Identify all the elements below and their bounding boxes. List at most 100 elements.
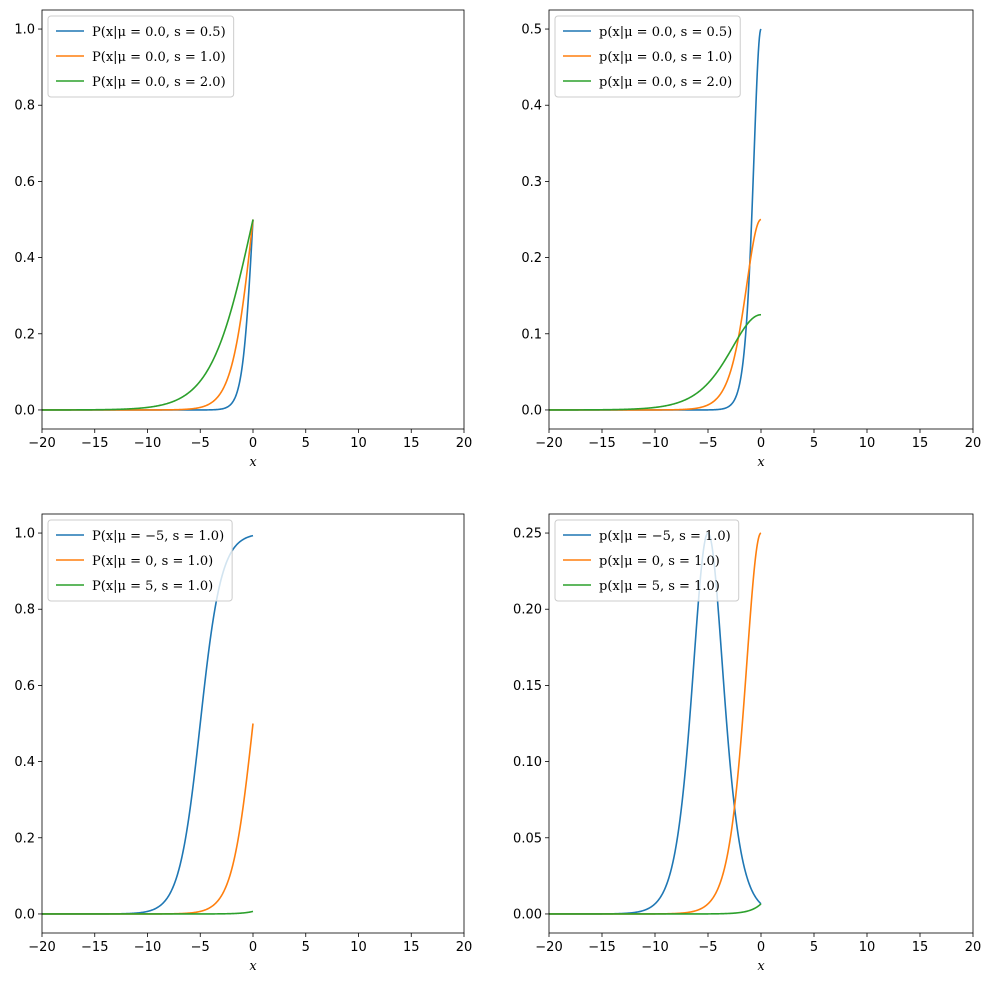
legend-entry-1: p(x|μ = −5, s = 1.0) <box>599 529 731 544</box>
legend: P(x|μ = −5, s = 1.0) P(x|μ = 0, s = 1.0) P… <box>47 519 233 602</box>
x-tick-label: 20 <box>965 940 981 955</box>
legend-entry-1: P(x|μ = −5, s = 1.0) <box>92 529 224 544</box>
x-tick-label: −15 <box>588 940 615 955</box>
legend: p(x|μ = −5, s = 1.0) p(x|μ = 0, s = 1.0) p… <box>554 519 740 602</box>
x-tick-label: −20 <box>535 940 562 955</box>
x-tick-label: −20 <box>535 436 562 451</box>
x-tick-label: −10 <box>641 436 668 451</box>
x-tick-label: 0 <box>249 940 257 955</box>
y-tick-label: 0.6 <box>14 175 35 190</box>
x-tick-label: 5 <box>302 436 310 451</box>
y-tick-label: 0.20 <box>513 603 542 618</box>
x-tick-label: −15 <box>81 436 108 451</box>
y-tick-label: 0.2 <box>14 831 35 846</box>
y-tick-label: 0.5 <box>521 23 542 38</box>
series-line-2 <box>42 219 254 411</box>
x-tick-label: 20 <box>456 940 473 955</box>
x-tick-label: 5 <box>810 436 818 451</box>
x-tick-label: −5 <box>698 436 717 451</box>
legend-entry-3: p(x|μ = 5, s = 1.0) <box>599 579 720 594</box>
subplot-bottom-left-cdf: −20 −15 −10 −5 0 5 10 15 20 0.0 0.2 0.4 0.6 0.8 1.0 x P(… <box>14 513 473 974</box>
x-axis-label: x <box>757 959 765 974</box>
legend-entry-2: P(x|μ = 0, s = 1.0) <box>92 554 213 569</box>
y-tick-label: 0.15 <box>513 679 542 694</box>
legend-frame <box>47 519 233 602</box>
x-tick-label: 10 <box>350 940 367 955</box>
series-line-2 <box>549 218 762 411</box>
x-tick-label: 15 <box>912 940 929 955</box>
y-tick-label: 0.2 <box>521 251 542 266</box>
y-tick-label: 0.10 <box>513 755 542 770</box>
x-tick-label: −10 <box>134 940 161 955</box>
x-tick-label: 5 <box>810 940 818 955</box>
x-tick-label: 10 <box>859 940 876 955</box>
y-tick-label: 0.4 <box>14 251 35 266</box>
y-tick-label: 0.2 <box>14 327 35 342</box>
x-axis-label: x <box>757 455 765 470</box>
series-group <box>549 28 762 411</box>
x-tick-label: −10 <box>641 940 668 955</box>
x-tick-label: −15 <box>588 436 615 451</box>
x-tick-label: 15 <box>403 940 420 955</box>
y-tick-label: 0.1 <box>521 327 542 342</box>
x-tick-label: −20 <box>28 940 55 955</box>
x-tick-label: 15 <box>403 436 420 451</box>
y-tick-label: 0.4 <box>521 99 542 114</box>
y-tick-label: 0.00 <box>513 907 542 922</box>
y-tick-label: 0.3 <box>521 175 542 190</box>
legend-entry-2: P(x|μ = 0.0, s = 1.0) <box>92 50 226 65</box>
series-line-3 <box>549 903 762 915</box>
legend-frame <box>554 519 740 602</box>
series-group <box>42 219 254 411</box>
series-group <box>42 534 254 915</box>
x-tick-label: −5 <box>191 436 210 451</box>
x-tick-label: −5 <box>698 940 717 955</box>
series-line-1 <box>549 28 762 411</box>
y-tick-label: 0.25 <box>513 527 542 542</box>
x-tick-label: −5 <box>191 940 210 955</box>
series-line-1 <box>42 534 254 915</box>
x-axis-label: x <box>249 959 257 974</box>
y-tick-label: 0.0 <box>14 907 35 922</box>
legend-entry-2: p(x|μ = 0, s = 1.0) <box>599 554 720 569</box>
x-tick-label: 10 <box>350 436 367 451</box>
legend-entry-3: P(x|μ = 5, s = 1.0) <box>92 579 213 594</box>
y-tick-label: 0.0 <box>14 403 35 418</box>
series-line-3 <box>42 910 254 915</box>
x-tick-label: −20 <box>28 436 55 451</box>
legend-entry-1: P(x|μ = 0.0, s = 0.5) <box>92 25 226 40</box>
y-tick-label: 0.6 <box>14 679 35 694</box>
series-line-1 <box>549 532 762 915</box>
legend-entry-3: p(x|μ = 0.0, s = 2.0) <box>599 75 732 90</box>
y-tick-label: 1.0 <box>14 527 35 542</box>
x-axis-label: x <box>249 455 257 470</box>
series-line-2 <box>549 532 762 915</box>
y-tick-label: 0.4 <box>14 755 35 770</box>
series-line-3 <box>42 219 254 411</box>
subplot-top-left-cdf: −20 −15 −10 −5 0 5 10 15 20 0.0 0.2 0.4 0.6 0.8 1.0 x P(… <box>14 9 473 470</box>
y-tick-label: 0.0 <box>521 403 542 418</box>
x-tick-label: 0 <box>757 436 765 451</box>
legend-entry-3: P(x|μ = 0.0, s = 2.0) <box>92 75 226 90</box>
x-tick-label: 20 <box>456 436 473 451</box>
x-tick-label: 10 <box>859 436 876 451</box>
y-tick-label: 0.8 <box>14 99 35 114</box>
x-tick-label: 0 <box>757 940 765 955</box>
legend-frame <box>554 15 741 98</box>
x-tick-label: 20 <box>965 436 981 451</box>
x-tick-label: 15 <box>912 436 929 451</box>
series-line-3 <box>549 313 762 411</box>
y-tick-label: 1.0 <box>14 23 35 38</box>
legend-entry-1: p(x|μ = 0.0, s = 0.5) <box>599 25 732 40</box>
x-tick-label: −10 <box>134 436 161 451</box>
subplot-top-right-pdf: −20 −15 −10 −5 0 5 10 15 20 0.0 0.1 0.2 0.3 0.4 0.5 x p(… <box>521 9 981 470</box>
legend: p(x|μ = 0.0, s = 0.5) p(x|μ = 0.0, s = 1.… <box>554 15 741 98</box>
legend-frame <box>47 15 235 98</box>
y-tick-label: 0.8 <box>14 603 35 618</box>
y-tick-label: 0.05 <box>513 831 542 846</box>
legend-entry-2: p(x|μ = 0.0, s = 1.0) <box>599 50 732 65</box>
series-group <box>549 532 762 915</box>
x-tick-label: −15 <box>81 940 108 955</box>
x-tick-label: 5 <box>302 940 310 955</box>
